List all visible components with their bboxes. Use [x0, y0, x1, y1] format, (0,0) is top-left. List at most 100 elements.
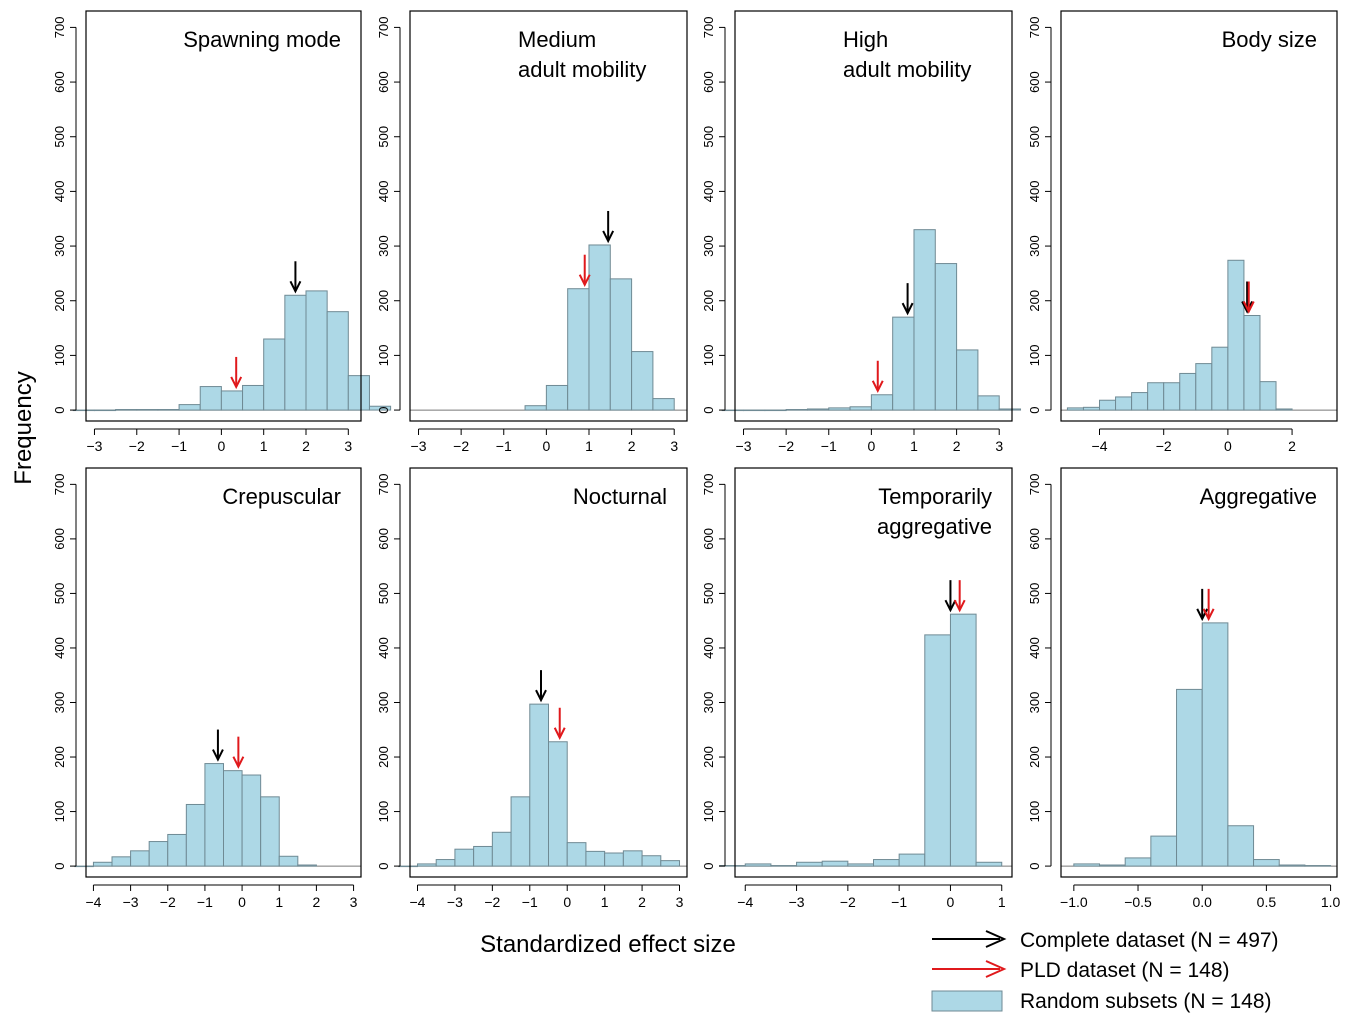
bar: [849, 406, 872, 411]
y-tick-label: 600: [376, 71, 391, 93]
x-tick-label: −3: [736, 438, 752, 454]
pld-dataset-arrow-head: [1202, 608, 1215, 622]
y-tick-label: 100: [376, 345, 391, 367]
complete-dataset-arrow-head: [535, 689, 547, 703]
bar: [263, 338, 286, 411]
bar: [185, 803, 206, 867]
y-tick-label: 600: [376, 528, 391, 550]
bar: [326, 311, 349, 411]
bar: [278, 855, 299, 867]
bar: [1131, 392, 1149, 411]
panel-6: −4 −3 −2 −1 0 1 2 3 0 100 200 300 400 500 600 700 Noctur…: [376, 467, 688, 910]
y-tick-label: 600: [52, 528, 67, 550]
pld-dataset-arrow: [1202, 588, 1215, 622]
x-tick-label: 0: [542, 438, 550, 454]
complete-dataset-arrow: [212, 729, 224, 762]
x-tick-label: −1.0: [1060, 894, 1088, 910]
bar: [721, 409, 745, 412]
y-tick-label: 700: [701, 474, 716, 496]
bars: [398, 703, 681, 868]
y-tick-label: 0: [52, 406, 67, 413]
x-tick-label: −2: [453, 438, 469, 454]
bar: [609, 278, 633, 411]
plot-frame: [1060, 10, 1338, 422]
bar: [743, 409, 766, 412]
x-tick-label: −3: [411, 438, 427, 454]
x-tick-label: 0.0: [1192, 894, 1212, 910]
panel-title-line: Crepuscular: [222, 484, 341, 509]
y-tick-label: 500: [1027, 583, 1042, 605]
x-tick-label: −1: [821, 438, 837, 454]
bars: [1073, 622, 1332, 867]
x-axis-title: Standardized effect size: [480, 931, 736, 958]
complete-dataset-arrow: [944, 580, 957, 613]
y-tick-label: 100: [52, 345, 67, 367]
y-tick-label: 0: [1027, 406, 1042, 413]
y-axis: 0 100 200 300 400 500 600 700: [1027, 17, 1052, 414]
pld-dataset-arrow-head: [230, 376, 243, 390]
bar: [796, 861, 823, 867]
bar: [1211, 346, 1229, 411]
bar: [178, 404, 201, 411]
x-axis: −4 −3 −2 −1 0 1: [737, 884, 1006, 910]
x-axis: −1.0 −0.5 0.0 0.5 1.0: [1060, 884, 1341, 910]
x-tick-label: 1: [260, 438, 268, 454]
pld-dataset-arrow-head: [578, 274, 591, 287]
pld-dataset-arrow: [1242, 281, 1255, 314]
y-tick-label: 400: [376, 637, 391, 659]
y-tick-label: 200: [1027, 746, 1042, 768]
plot-frame: [1060, 467, 1338, 878]
bar: [545, 384, 569, 411]
bar: [956, 349, 979, 411]
x-tick-label: 0: [947, 894, 955, 910]
complete-dataset-arrow-head: [289, 280, 302, 294]
x-tick-label: 1.0: [1321, 894, 1341, 910]
bar: [847, 863, 875, 867]
x-tick-label: 2: [638, 894, 646, 910]
bar: [1195, 363, 1213, 411]
y-tick-label: 300: [1027, 235, 1042, 257]
panel-title-line: Medium: [518, 27, 596, 52]
bar: [567, 288, 590, 411]
panel-8: −1.0 −0.5 0.0 0.5 1.0 0 100 200 300 400 500 600 700 A…: [1027, 467, 1341, 910]
legend-item-random: Random subsets (N = 148): [931, 990, 1272, 1013]
x-tick-label: 3: [350, 894, 358, 910]
x-tick-label: 2: [953, 438, 961, 454]
x-tick-label: −1: [522, 894, 538, 910]
plot-frame: [409, 467, 688, 878]
legend: Complete dataset (N = 497) PLD dataset (…: [931, 929, 1279, 1013]
x-tick-label: 0: [1224, 438, 1232, 454]
bar: [72, 409, 95, 412]
x-tick-label: 3: [995, 438, 1003, 454]
bar: [1147, 382, 1165, 411]
y-tick-label: 600: [52, 71, 67, 93]
y-tick-label: 300: [1027, 692, 1042, 714]
bar: [821, 860, 849, 867]
bar: [1304, 865, 1332, 867]
bar: [770, 865, 798, 867]
bar: [305, 290, 328, 411]
y-tick-label: 500: [376, 126, 391, 148]
panel-title-line: aggregative: [877, 514, 992, 539]
bar: [660, 860, 681, 867]
y-tick-label: 700: [376, 17, 391, 39]
y-tick-label: 0: [701, 406, 716, 413]
bar: [924, 634, 951, 867]
panel-4: −4 −2 0 2 0 100 200 300 400 500 600 700 Body size: [1027, 10, 1338, 454]
x-tick-label: −0.5: [1124, 894, 1152, 910]
y-tick-label: 200: [1027, 290, 1042, 312]
bar: [898, 853, 926, 867]
panel-3: −3 −2 −1 0 1 2 3 0 100 200 300 400 500 600 700 High adul…: [701, 10, 1022, 454]
bar: [1176, 688, 1203, 867]
plot-frame: [85, 467, 362, 878]
x-axis: −4 −2 0 2: [1092, 428, 1296, 454]
y-tick-label: 200: [701, 290, 716, 312]
bar: [873, 859, 900, 867]
y-tick-label: 200: [376, 746, 391, 768]
bar: [93, 409, 117, 412]
x-tick-label: −4: [85, 894, 101, 910]
y-axis: 0 100 200 300 400 500 600 700: [701, 474, 726, 870]
legend-item-complete: Complete dataset (N = 497): [932, 929, 1279, 952]
x-tick-label: −2: [484, 894, 500, 910]
y-tick-label: 300: [701, 692, 716, 714]
